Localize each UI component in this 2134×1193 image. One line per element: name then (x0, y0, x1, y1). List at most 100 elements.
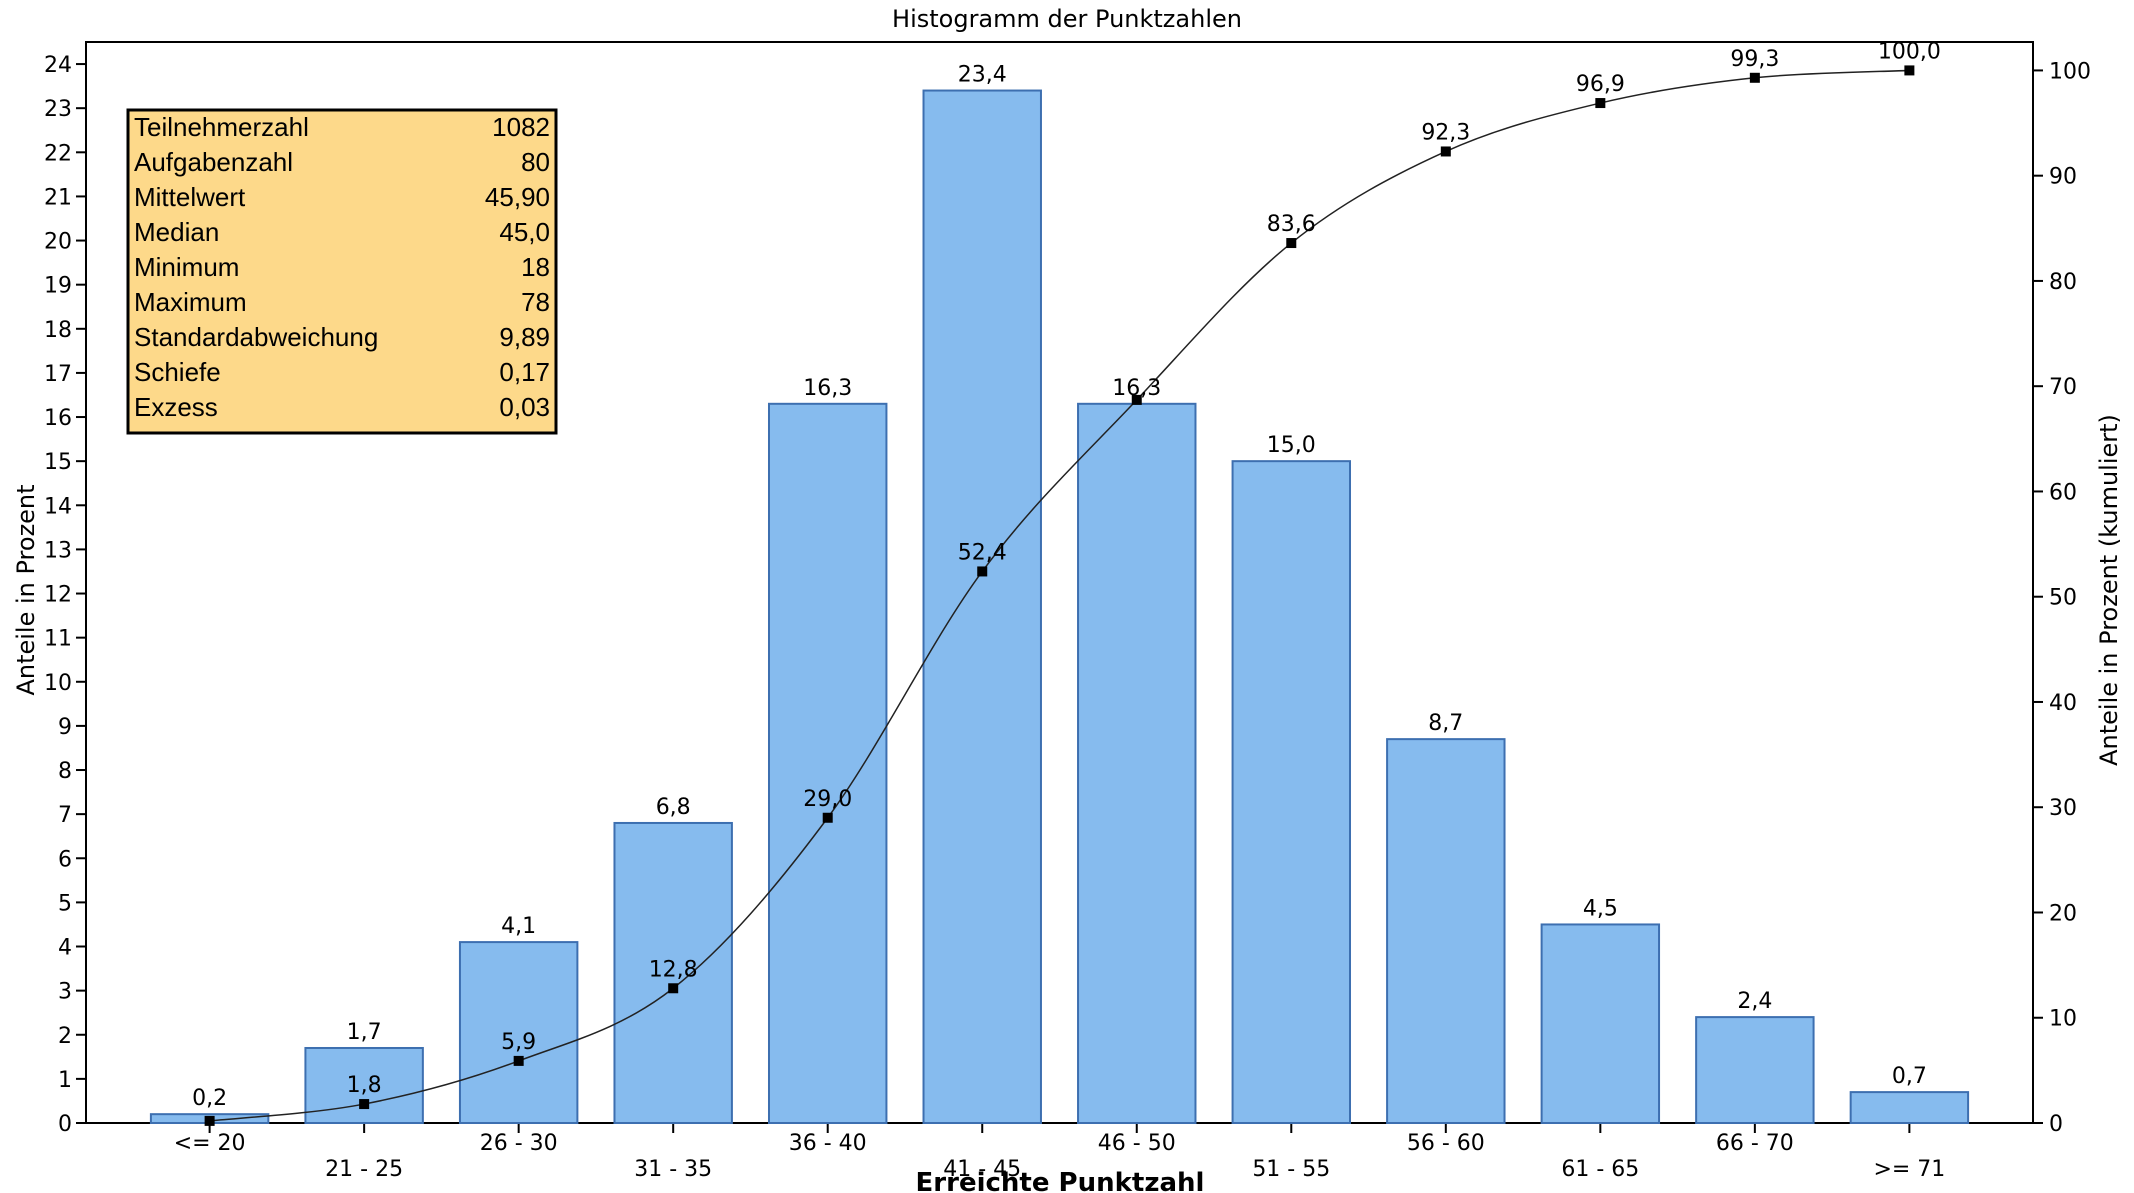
y-tick-label: 7 (58, 803, 72, 828)
y-tick-label: 13 (44, 538, 72, 563)
bar (1540, 923, 1661, 1124)
bar (767, 402, 888, 1124)
y-tick-label: 2 (58, 1024, 72, 1049)
stats-value: 78 (521, 287, 550, 317)
y-tick-label: 12 (44, 583, 72, 608)
stats-label: Maximum (134, 287, 247, 317)
bar (458, 941, 579, 1124)
bar (1077, 402, 1197, 1124)
y2-tick-label: 30 (2049, 796, 2077, 821)
y-tick-label: 1 (58, 1068, 72, 1093)
bar-value-label: 16,3 (803, 376, 852, 401)
x-tick-label: <= 20 (174, 1131, 246, 1156)
plot-frame (85, 41, 2034, 1124)
y-tick-label: 10 (44, 671, 72, 696)
bar-value-label: 1,7 (347, 1020, 382, 1045)
x-tick-label: 31 - 35 (634, 1157, 712, 1182)
bar (1695, 1016, 1815, 1125)
cumulative-marker (1440, 146, 1451, 157)
bar-value-label: 15,0 (1267, 433, 1316, 458)
y-tick-label: 18 (44, 318, 72, 343)
y-axis-title: Anteile in Prozent (12, 484, 40, 695)
cumulative-value-label: 83,6 (1267, 212, 1316, 237)
cumulative-marker (513, 1055, 524, 1066)
cumulative-value-label: 1,8 (347, 1073, 382, 1098)
bar-value-label: 0,7 (1892, 1064, 1927, 1089)
bar-value-label: 4,1 (501, 914, 536, 939)
cumulative-value-label: 52,4 (958, 540, 1007, 565)
y-tick-label: 5 (58, 891, 72, 916)
stats-label: Exzess (134, 392, 218, 422)
y2-tick-label: 0 (2049, 1112, 2063, 1137)
y2-tick-label: 20 (2049, 901, 2077, 926)
stats-value: 0,17 (499, 357, 550, 387)
bar-value-label: 4,5 (1583, 896, 1618, 921)
stats-value: 80 (521, 147, 550, 177)
y-tick-label: 11 (44, 627, 72, 652)
x-tick-label: 51 - 55 (1252, 1157, 1330, 1182)
x-tick-label: 66 - 70 (1716, 1131, 1794, 1156)
bar (1386, 738, 1506, 1124)
x-tick-label: 26 - 30 (480, 1131, 558, 1156)
stats-label: Mittelwert (134, 182, 246, 212)
bar-value-label: 2,4 (1737, 989, 1772, 1014)
bar-value-label: 6,8 (656, 795, 691, 820)
x-tick-label: 41 - 45 (943, 1157, 1021, 1182)
stats-value: 45,0 (499, 217, 550, 247)
labels-layer: 0,2 1,7 4,1 6,8 16,3 23,4 16,3 15,0 8,7 4,5 2,4 0,7… (192, 39, 1941, 1111)
y-tick-label: 8 (58, 759, 72, 784)
y-tick-label: 6 (58, 847, 72, 872)
y-tick-label: 9 (58, 715, 72, 740)
y-tick-label: 15 (44, 450, 72, 475)
x-tick-label: 21 - 25 (325, 1157, 403, 1182)
cumulative-marker (204, 1115, 215, 1126)
cumulative-value-label: 99,3 (1730, 47, 1779, 72)
cumulative-marker (1595, 98, 1606, 109)
cumulative-marker (359, 1099, 370, 1110)
y2-tick-label: 40 (2049, 691, 2077, 716)
x-tick-label: >= 71 (1873, 1157, 1945, 1182)
bar-value-label: 0,2 (192, 1086, 227, 1111)
x-tick-label: 36 - 40 (789, 1131, 867, 1156)
y2-tick-label: 100 (2049, 59, 2091, 84)
y-tick-label: 23 (44, 97, 72, 122)
stats-value: 45,90 (485, 182, 550, 212)
cumulative-marker (977, 566, 988, 577)
stats-value: 0,03 (499, 392, 550, 422)
x-axis-title: Erreichte Punktzahl (916, 1168, 1205, 1193)
y-tick-label: 17 (44, 362, 72, 387)
y-tick-label: 21 (44, 185, 72, 210)
stats-label: Median (134, 217, 219, 247)
y-tick-label: 20 (44, 230, 72, 255)
stats-label: Schiefe (134, 357, 221, 387)
bar (613, 821, 733, 1124)
cumulative-marker (1131, 394, 1142, 405)
bar (922, 89, 1042, 1125)
y2-tick-label: 50 (2049, 586, 2077, 611)
bar-value-label: 23,4 (958, 63, 1007, 88)
bars-layer (149, 89, 1970, 1125)
stats-label: Standardabweichung (134, 322, 378, 352)
y-tick-label: 0 (58, 1112, 72, 1137)
y-tick-label: 14 (44, 494, 72, 519)
cumulative-value-label: 5,9 (501, 1030, 536, 1055)
y-tick-label: 4 (58, 936, 72, 961)
y-tick-label: 22 (44, 141, 72, 166)
cumulative-value-label: 92,3 (1421, 120, 1470, 145)
y2-tick-label: 80 (2049, 270, 2077, 295)
cumulative-value-label: 29,0 (803, 787, 852, 812)
stats-label: Minimum (134, 252, 239, 282)
x-tick-label: 46 - 50 (1098, 1131, 1176, 1156)
stats-value: 18 (521, 252, 550, 282)
y-tick-label: 3 (58, 980, 72, 1005)
cumulative-marker (1749, 72, 1760, 83)
cumulative-marker (822, 812, 833, 823)
stats-value: 9,89 (499, 322, 550, 352)
bar (1231, 460, 1352, 1124)
cumulative-value-label: 100,0 (1878, 39, 1941, 64)
y2-tick-label: 60 (2049, 480, 2077, 505)
axes-layer: 0123456789101112131415161718192021222324… (44, 41, 2091, 1182)
stats-label: Aufgabenzahl (134, 147, 293, 177)
stats-label: Teilnehmerzahl (134, 112, 309, 142)
